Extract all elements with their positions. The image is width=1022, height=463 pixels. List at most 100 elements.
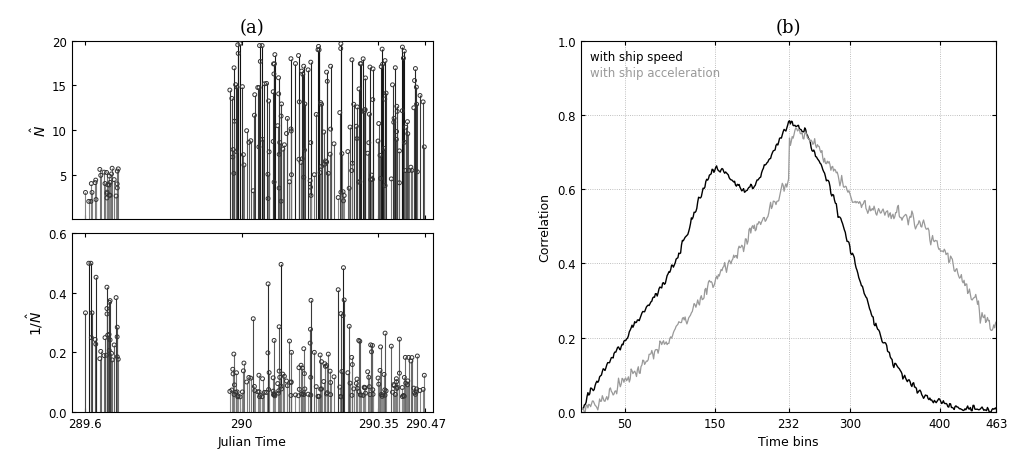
Point: [378, 388, 394, 395]
Point: [356, 109, 372, 116]
Point: [266, 390, 282, 398]
Point: [246, 383, 263, 390]
Point: [342, 124, 359, 131]
Point: [376, 371, 392, 378]
Point: [295, 391, 312, 399]
Point: [252, 392, 269, 399]
Point: [257, 81, 273, 88]
Point: [265, 388, 281, 395]
Point: [96, 169, 112, 176]
Point: [372, 175, 388, 183]
Point: [228, 388, 244, 396]
Point: [109, 333, 126, 341]
Point: [104, 165, 121, 173]
Point: [99, 305, 115, 313]
Point: [294, 156, 311, 163]
Point: [83, 198, 99, 206]
Point: [406, 385, 422, 392]
Point: [391, 369, 408, 377]
Point: [353, 61, 369, 68]
Point: [374, 62, 390, 69]
Point: [322, 368, 338, 375]
Point: [246, 112, 263, 119]
Point: [344, 160, 361, 168]
Point: [278, 377, 294, 385]
Point: [222, 87, 238, 94]
Point: [267, 392, 283, 400]
Point: [296, 385, 313, 393]
Point: [317, 360, 333, 368]
Point: [254, 136, 271, 144]
Point: [353, 61, 369, 69]
Point: [314, 358, 330, 366]
Point: [388, 378, 405, 386]
Point: [335, 312, 352, 319]
Point: [232, 393, 248, 400]
Point: [92, 166, 108, 174]
Point: [377, 330, 393, 337]
Point: [283, 126, 299, 133]
Point: [391, 148, 408, 155]
Point: [303, 326, 319, 333]
Point: [81, 198, 97, 206]
Point: [333, 310, 350, 318]
Title: (a): (a): [240, 19, 265, 38]
Point: [81, 260, 97, 267]
Point: [394, 393, 411, 400]
Point: [267, 391, 283, 399]
Point: [265, 374, 281, 382]
Point: [254, 375, 271, 382]
Point: [331, 383, 347, 391]
Point: [250, 144, 267, 151]
Point: [394, 44, 411, 52]
Point: [396, 55, 412, 63]
Point: [110, 356, 127, 363]
Point: [278, 131, 294, 138]
Point: [352, 338, 368, 345]
Point: [398, 168, 414, 175]
Point: [408, 388, 424, 396]
Point: [104, 357, 121, 364]
Point: [373, 391, 389, 399]
Point: [293, 390, 310, 398]
Point: [388, 103, 405, 111]
Point: [370, 138, 386, 145]
Point: [365, 97, 381, 104]
Point: [293, 362, 310, 369]
Point: [250, 85, 267, 92]
Point: [230, 42, 246, 50]
Point: [317, 363, 333, 370]
Point: [385, 381, 402, 388]
Point: [229, 84, 245, 92]
Point: [293, 68, 310, 75]
Point: [226, 170, 242, 178]
Point: [270, 123, 286, 130]
Point: [271, 75, 287, 82]
Point: [407, 389, 423, 397]
Point: [238, 378, 254, 386]
Point: [360, 150, 376, 157]
Point: [397, 48, 413, 56]
Point: [245, 188, 262, 195]
Point: [101, 173, 118, 181]
Point: [371, 381, 387, 388]
Point: [225, 154, 241, 162]
Point: [335, 198, 352, 205]
with ship speed: [613, 346, 625, 352]
Point: [253, 43, 270, 50]
Point: [271, 323, 287, 331]
Point: [384, 82, 401, 89]
with ship acceleration: [937, 250, 949, 255]
Point: [259, 389, 275, 396]
Point: [361, 374, 377, 381]
Line: with ship speed: with ship speed: [580, 121, 996, 412]
Point: [273, 198, 289, 206]
Point: [403, 164, 419, 171]
Point: [275, 146, 291, 153]
Point: [314, 163, 330, 171]
Point: [287, 61, 304, 68]
Point: [283, 56, 299, 63]
Point: [230, 393, 246, 400]
with ship acceleration: [790, 126, 802, 131]
Point: [246, 387, 263, 394]
